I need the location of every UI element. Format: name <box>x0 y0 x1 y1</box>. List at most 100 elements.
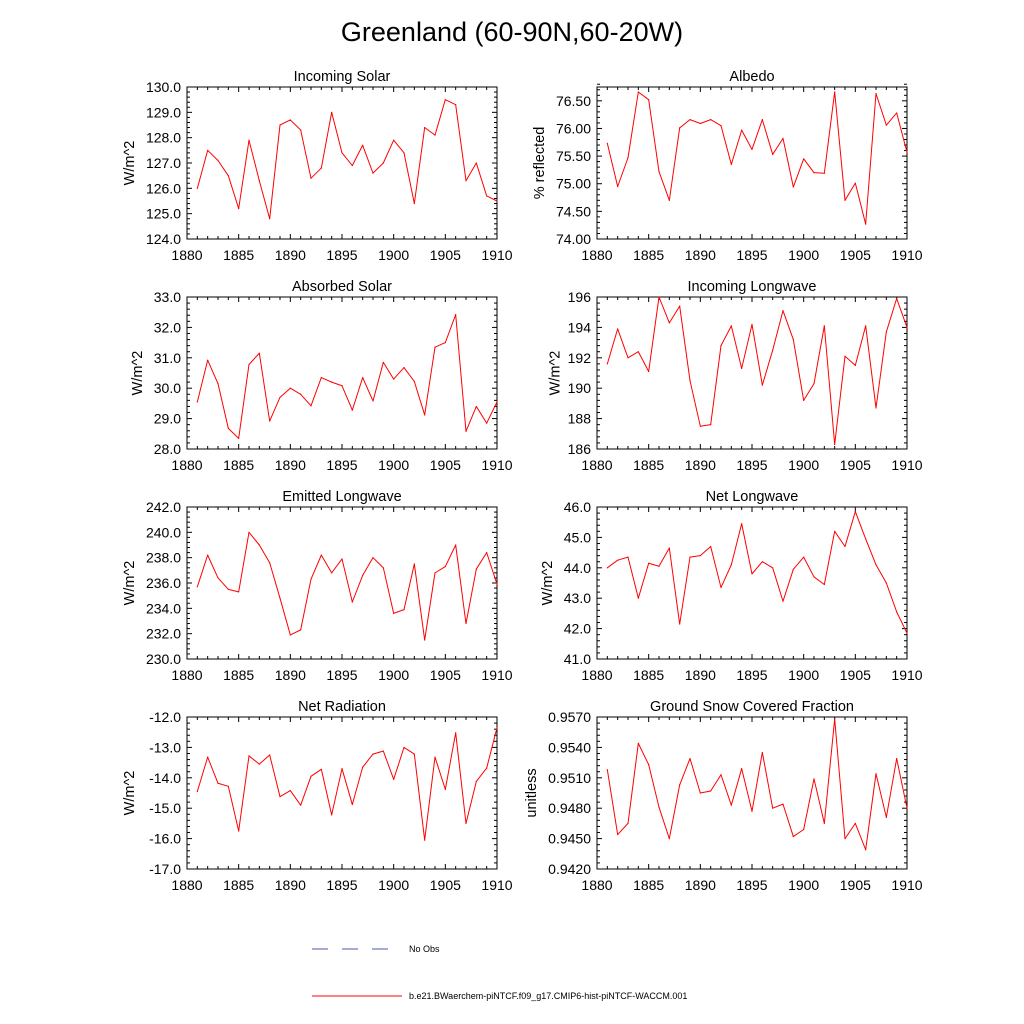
data-point <box>258 352 260 354</box>
data-point <box>310 775 312 777</box>
data-point <box>320 554 322 556</box>
x-tick-label: 1900 <box>788 667 819 683</box>
data-point <box>320 376 322 379</box>
y-tick-label: 128.0 <box>146 130 181 146</box>
data-point <box>606 142 608 144</box>
legend-obs-label: No Obs <box>409 944 440 954</box>
data-point <box>792 568 794 570</box>
data-point <box>310 405 312 407</box>
data-point <box>382 750 384 752</box>
panel-title: Emitted Longwave <box>282 489 401 505</box>
y-tick-label: 242.0 <box>146 499 181 515</box>
data-point <box>238 591 240 593</box>
x-tick-label: 1880 <box>581 877 612 893</box>
data-point <box>751 573 753 575</box>
y-tick-label: 192 <box>568 350 592 366</box>
x-tick-label: 1880 <box>171 247 202 263</box>
data-point <box>875 564 877 566</box>
data-point <box>751 148 753 151</box>
chart-panel-7: Net Radiation 1880 1885 1890 1895 1900 1905 191… <box>122 699 513 893</box>
x-tick-label: 1900 <box>788 247 819 263</box>
data-point <box>372 400 374 402</box>
x-tick-label: 1905 <box>840 247 871 263</box>
data-point <box>382 567 384 569</box>
data-point <box>751 323 753 325</box>
data-point <box>341 768 343 770</box>
y-tick-label: 238.0 <box>146 550 181 566</box>
data-point <box>486 422 488 424</box>
x-tick-label: 1880 <box>581 667 612 683</box>
data-point <box>475 162 477 164</box>
panel-title: Net Radiation <box>298 699 386 715</box>
y-tick-label: -16.0 <box>149 831 181 847</box>
x-tick-label: 1885 <box>223 667 254 683</box>
data-point <box>854 510 856 513</box>
y-tick-label: 76.50 <box>556 93 591 109</box>
data-point <box>658 806 660 808</box>
x-tick-label: 1885 <box>633 667 664 683</box>
x-tick-label: 1890 <box>275 667 306 683</box>
data-point <box>761 384 763 386</box>
data-point <box>279 796 281 798</box>
x-tick-label: 1910 <box>481 457 512 473</box>
data-point <box>279 396 281 398</box>
data-point <box>699 122 701 125</box>
data-point <box>196 401 198 403</box>
x-tick-label: 1890 <box>685 457 716 473</box>
data-point <box>496 200 498 202</box>
data-point <box>444 565 446 568</box>
x-tick-label: 1905 <box>840 457 871 473</box>
y-tick-label: 130.0 <box>146 79 181 95</box>
y-tick-label: -15.0 <box>149 800 181 816</box>
data-point <box>637 351 639 353</box>
data-point <box>648 370 650 373</box>
data-point <box>885 816 887 818</box>
data-point <box>269 754 271 756</box>
x-tick-label: 1895 <box>736 247 767 263</box>
data-point <box>372 753 374 755</box>
data-point <box>382 162 384 164</box>
data-point <box>854 364 856 366</box>
data-point <box>496 401 498 403</box>
data-point <box>844 545 846 548</box>
data-point <box>269 420 271 422</box>
data-point <box>875 773 877 775</box>
data-point <box>424 639 426 641</box>
data-point <box>792 186 794 188</box>
y-tick-label: 129.0 <box>146 104 181 120</box>
series-line <box>606 91 908 225</box>
data-point <box>885 331 887 333</box>
x-tick-label: 1885 <box>223 877 254 893</box>
chart-panel-6: Net Longwave 1880 1885 1890 1895 1900 1905 1910… <box>540 489 923 683</box>
data-point <box>403 152 405 154</box>
legend: No Obs b.e21.BWaerchem-piNTCF.f09_g17.CM… <box>312 944 687 1001</box>
data-point <box>258 763 260 765</box>
data-point <box>710 424 712 426</box>
data-point <box>854 182 856 184</box>
x-tick-label: 1885 <box>633 457 664 473</box>
data-point <box>248 139 250 141</box>
chart-panel-2: Albedo 1880 1885 1890 1895 1900 1905 1910 74.00 7… <box>532 69 923 263</box>
data-point <box>434 756 436 758</box>
data-point <box>865 538 867 540</box>
data-point <box>444 788 446 790</box>
data-point <box>627 157 629 159</box>
data-point <box>617 559 619 561</box>
y-tick-label: 75.50 <box>556 148 591 164</box>
y-tick-label: 75.00 <box>556 176 591 192</box>
data-point <box>341 152 343 154</box>
x-tick-label: 1885 <box>633 247 664 263</box>
y-tick-label: 0.9420 <box>548 861 591 877</box>
y-tick-label: -13.0 <box>149 739 181 755</box>
data-point <box>424 414 426 416</box>
plot-frame <box>596 506 908 660</box>
panel-title: Ground Snow Covered Fraction <box>650 699 854 715</box>
y-tick-label: 74.50 <box>556 203 591 219</box>
data-point <box>289 387 291 389</box>
data-point <box>606 567 608 569</box>
data-point <box>300 804 302 806</box>
data-point <box>865 223 867 225</box>
data-point <box>606 363 608 365</box>
data-point <box>844 199 846 201</box>
data-point <box>465 430 467 432</box>
